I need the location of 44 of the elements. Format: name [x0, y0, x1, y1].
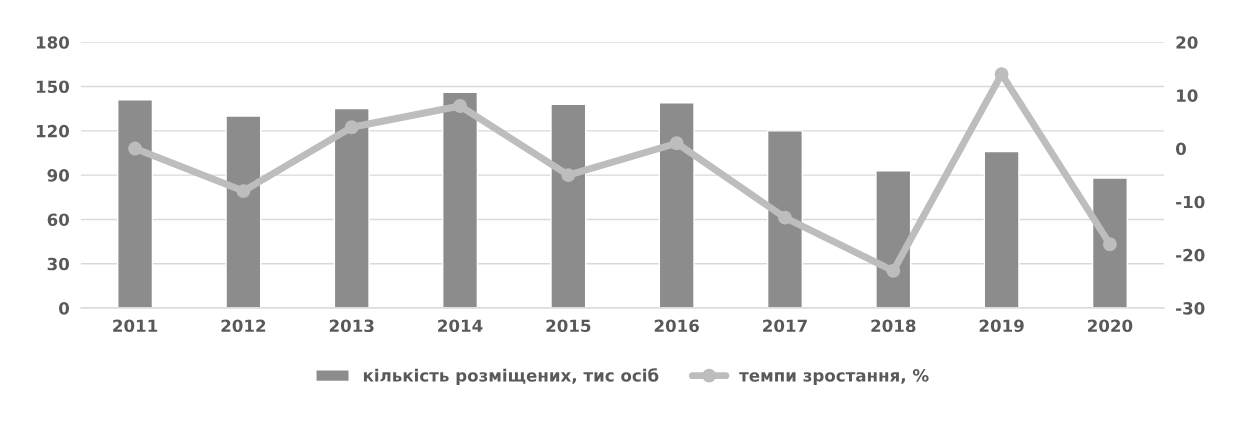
bar [875, 170, 912, 309]
y2-tick-label: -30 [1176, 302, 1205, 315]
bar [1091, 177, 1128, 309]
point [669, 136, 684, 151]
point [1102, 237, 1117, 252]
x-tick-label: 2011 [113, 319, 158, 333]
x-tick-label: 2014 [438, 319, 483, 333]
y2-tick-label: 0 [1175, 142, 1186, 156]
y2-tick-label: -20 [1176, 248, 1205, 262]
y-tick-label: 120 [36, 124, 70, 138]
point [886, 263, 901, 278]
x-tick-label: 2012 [221, 319, 266, 333]
y-tick-label: 180 [36, 36, 70, 49]
x-tick-label: 2013 [329, 319, 374, 333]
y2-tick-label: 20 [1176, 36, 1198, 49]
y-tick-label: 0 [59, 302, 70, 315]
bar [550, 103, 587, 309]
y2-tick-label: -10 [1176, 195, 1205, 209]
x-tick-label: 2019 [979, 319, 1024, 333]
y2-tick-label: 10 [1177, 89, 1198, 102]
x-tick-label: 2015 [546, 319, 591, 333]
x-tick-label: 2020 [1088, 319, 1133, 333]
bar [225, 115, 262, 309]
point [453, 99, 467, 113]
legend-label: темпи зростання, % [739, 369, 929, 385]
x-tick-label: 2018 [871, 319, 916, 333]
x-tick-label: 2016 [654, 319, 699, 333]
legend-label: кількість розміщених, тис осіб [363, 368, 659, 385]
bar [658, 102, 695, 309]
y-tick-label: 150 [36, 80, 70, 94]
bar [983, 150, 1020, 309]
bar [333, 107, 370, 309]
y-tick-label: 60 [47, 213, 70, 227]
point [236, 184, 251, 199]
y-tick-label: 30 [47, 257, 70, 271]
point [561, 168, 576, 183]
x-tick-label: 2017 [763, 319, 807, 333]
bar [117, 99, 154, 309]
y-tick-label: 90 [47, 169, 70, 182]
point [344, 120, 359, 135]
bar [766, 130, 803, 309]
point [778, 210, 792, 225]
bar [442, 91, 479, 309]
point [128, 141, 143, 156]
